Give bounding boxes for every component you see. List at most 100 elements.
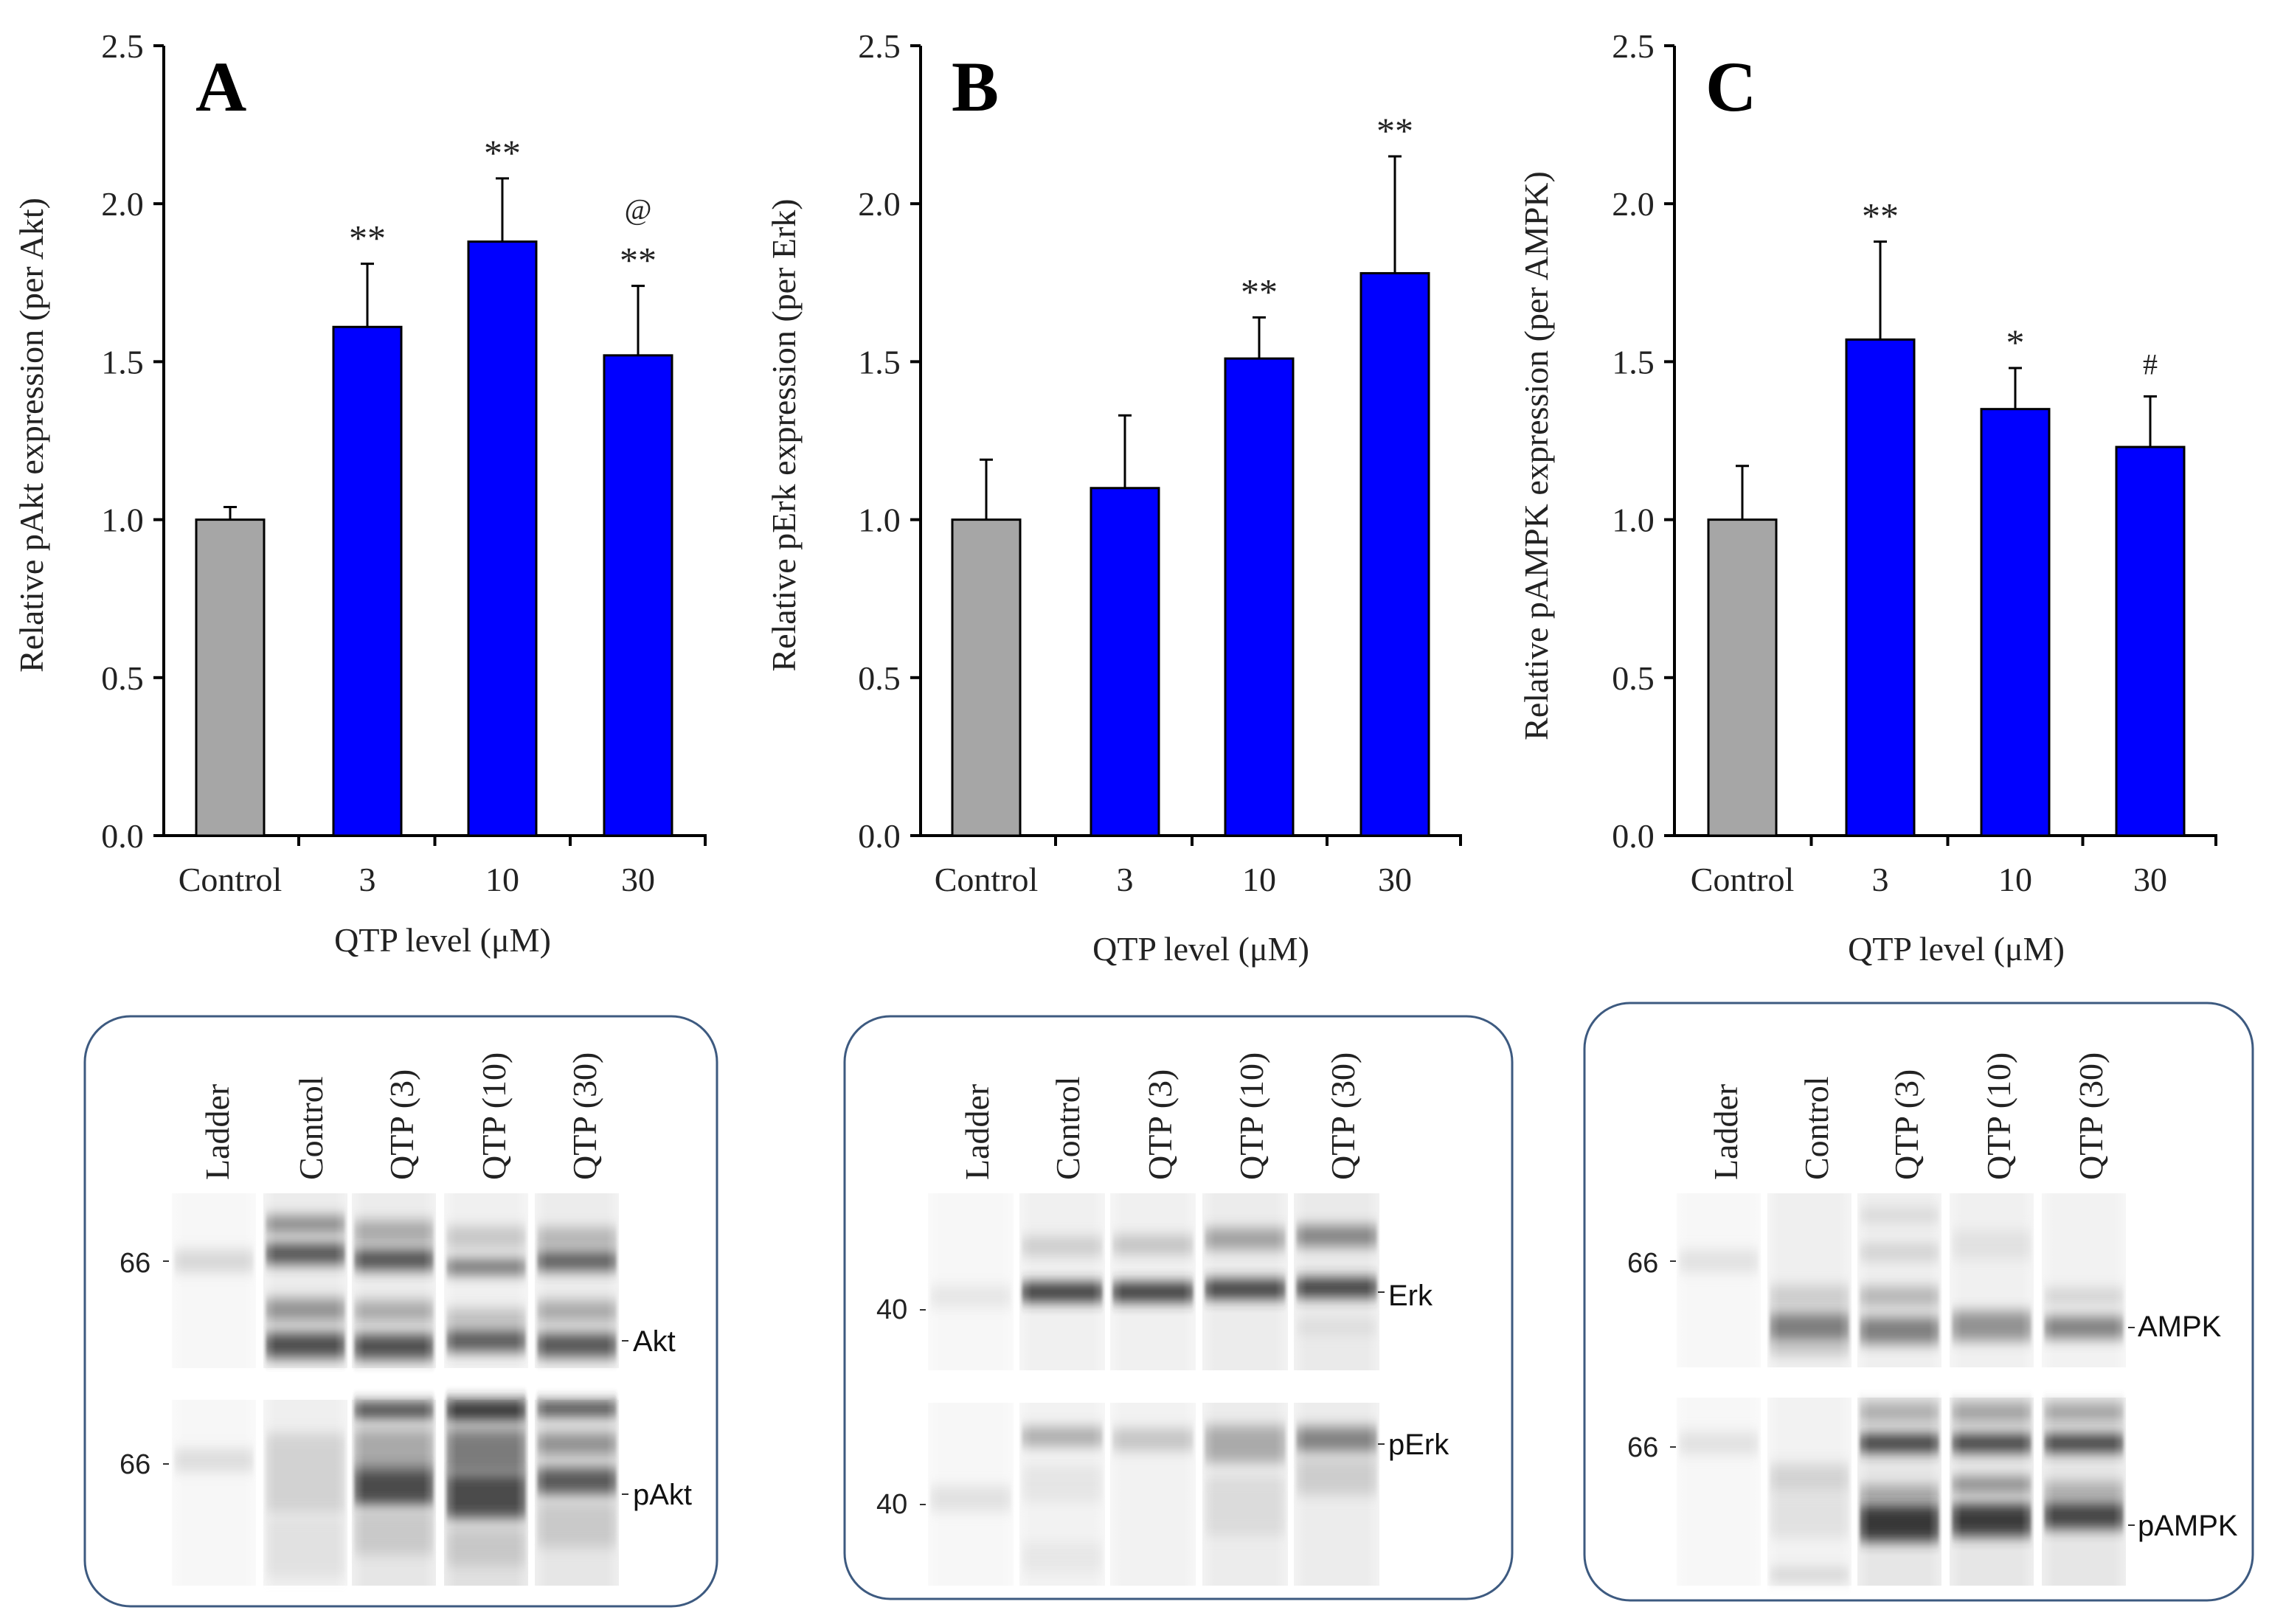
lane-label: QTP (30) xyxy=(566,1052,603,1180)
bar xyxy=(467,240,538,837)
y-axis-label: Relative pAMPK expression (per AMPK) xyxy=(1517,171,1555,740)
band-label: Akt xyxy=(633,1325,676,1358)
y-tick-label: 1.5 xyxy=(1612,343,1655,381)
blot-lane-edge xyxy=(1294,1193,1379,1370)
blot-panel-ampk: Ladder Control QTP (3) QTP (10) QTP (30)… xyxy=(1583,1002,2254,1602)
bar xyxy=(951,518,1022,837)
panel-letter: B xyxy=(952,47,999,126)
category-label: Control xyxy=(179,861,283,898)
lane-label: QTP (3) xyxy=(383,1069,420,1180)
blot-lane-edge xyxy=(352,1193,436,1368)
category-label: 3 xyxy=(1117,861,1134,898)
y-tick-label: 2.5 xyxy=(1612,27,1655,65)
bar xyxy=(332,325,403,837)
y-tick-label: 0.5 xyxy=(1612,659,1655,697)
blot-lane-edge xyxy=(1857,1398,1941,1586)
blot-lane-edge xyxy=(928,1403,1014,1586)
category-label: 30 xyxy=(2133,861,2167,898)
x-axis-label: QTP level (μM) xyxy=(1092,930,1309,968)
y-tick-label: 0.5 xyxy=(101,659,144,697)
blot-lane-edge xyxy=(1767,1193,1851,1367)
blot-lane-edge xyxy=(1110,1403,1196,1586)
category-label: Control xyxy=(935,861,1039,898)
band-label: Erk xyxy=(1388,1280,1433,1312)
blot-lane-edge xyxy=(352,1400,436,1586)
blot-lane-edge xyxy=(1767,1398,1851,1586)
y-tick-label: 1.5 xyxy=(101,343,144,381)
bar xyxy=(1224,357,1295,837)
y-tick-label: 0.0 xyxy=(1612,817,1655,855)
bar xyxy=(2115,445,2186,837)
category-label: 10 xyxy=(1242,861,1276,898)
y-tick-label: 2.5 xyxy=(858,27,901,65)
lane-label: Control xyxy=(292,1076,330,1180)
blot-lane-edge xyxy=(263,1400,347,1586)
y-axis-label: Relative pAkt expression (per Akt) xyxy=(13,198,50,673)
blot-lane-edge xyxy=(1677,1398,1761,1586)
significance-label: ** xyxy=(1376,110,1413,151)
significance-label: # xyxy=(2143,348,2158,381)
blot-lane-edge xyxy=(1202,1403,1288,1586)
blot-lane-edge xyxy=(2042,1398,2126,1586)
bar xyxy=(1980,408,2051,837)
blot-lane-edge xyxy=(2042,1193,2126,1367)
blot-lane-edge xyxy=(1950,1193,2034,1367)
blot-lane-edge xyxy=(444,1400,528,1586)
blot-lane-edge xyxy=(1294,1403,1379,1586)
lane-label: QTP (3) xyxy=(1141,1069,1179,1180)
lane-label: QTP (30) xyxy=(1324,1052,1362,1180)
marker-label: 66 xyxy=(1627,1432,1658,1463)
blot-panel-akt: Ladder Control QTP (3) QTP (10) QTP (30)… xyxy=(83,1015,718,1608)
lane-label: QTP (30) xyxy=(2072,1052,2110,1180)
y-tick-label: 0.0 xyxy=(101,817,144,855)
lane-label: QTP (3) xyxy=(1888,1069,1925,1180)
blot-lane-edge xyxy=(172,1193,256,1368)
significance-label: * xyxy=(2006,322,2025,363)
blot-lane-edge xyxy=(535,1193,619,1368)
significance-label: @ xyxy=(625,193,652,226)
blot-lane-edge xyxy=(444,1193,528,1368)
blot-lane-edge xyxy=(172,1400,256,1586)
significance-label: ** xyxy=(1241,271,1278,312)
lane-label: QTP (10) xyxy=(475,1052,513,1180)
lane-label: Ladder xyxy=(198,1084,236,1180)
bar xyxy=(603,354,673,837)
y-tick-label: 1.0 xyxy=(1612,502,1655,539)
y-axis-label: Relative pErk expression (per Erk) xyxy=(765,198,803,671)
marker-label: 66 xyxy=(119,1449,150,1480)
marker-label: 66 xyxy=(1627,1248,1658,1279)
lane-label: QTP (10) xyxy=(1233,1052,1270,1180)
blot-lane-edge xyxy=(1019,1193,1105,1370)
category-label: Control xyxy=(1691,861,1795,898)
blot-lane-edge xyxy=(263,1193,347,1368)
band-label: AMPK xyxy=(2138,1311,2222,1343)
y-tick-label: 1.0 xyxy=(101,502,144,539)
x-axis-label: QTP level (μM) xyxy=(1848,930,2065,968)
blot-lane-edge xyxy=(1950,1398,2034,1586)
chart-c: C Relative pAMPK expression (per AMPK) Q… xyxy=(1517,27,2217,968)
blot-lane-edge xyxy=(1019,1403,1105,1586)
category-label: 3 xyxy=(1872,861,1889,898)
significance-label: ** xyxy=(349,218,386,259)
bar xyxy=(1090,487,1160,837)
category-label: 10 xyxy=(485,861,519,898)
band-label: pAkt xyxy=(633,1479,692,1511)
significance-label: ** xyxy=(1862,195,1899,237)
blot-lane-edge xyxy=(535,1400,619,1586)
y-tick-label: 2.0 xyxy=(858,185,901,223)
blot-lane-edge xyxy=(1110,1193,1196,1370)
y-tick-label: 2.0 xyxy=(1612,185,1655,223)
y-tick-label: 1.5 xyxy=(858,343,901,381)
lane-label: Ladder xyxy=(958,1084,996,1180)
panel-letter: C xyxy=(1705,47,1756,126)
marker-label: 40 xyxy=(876,1294,907,1325)
blot-lane-edge xyxy=(928,1193,1014,1370)
category-label: 10 xyxy=(1998,861,2032,898)
bar xyxy=(195,518,266,837)
chart-a: A Relative pAkt expression (per Akt) QTP… xyxy=(13,27,707,959)
y-tick-label: 0.0 xyxy=(858,817,901,855)
blot-lane-edge xyxy=(1677,1193,1761,1367)
panel-letter: A xyxy=(195,47,246,126)
category-label: 30 xyxy=(621,861,655,898)
chart-b: B Relative pErk expression (per Erk) QTP… xyxy=(765,27,1462,968)
